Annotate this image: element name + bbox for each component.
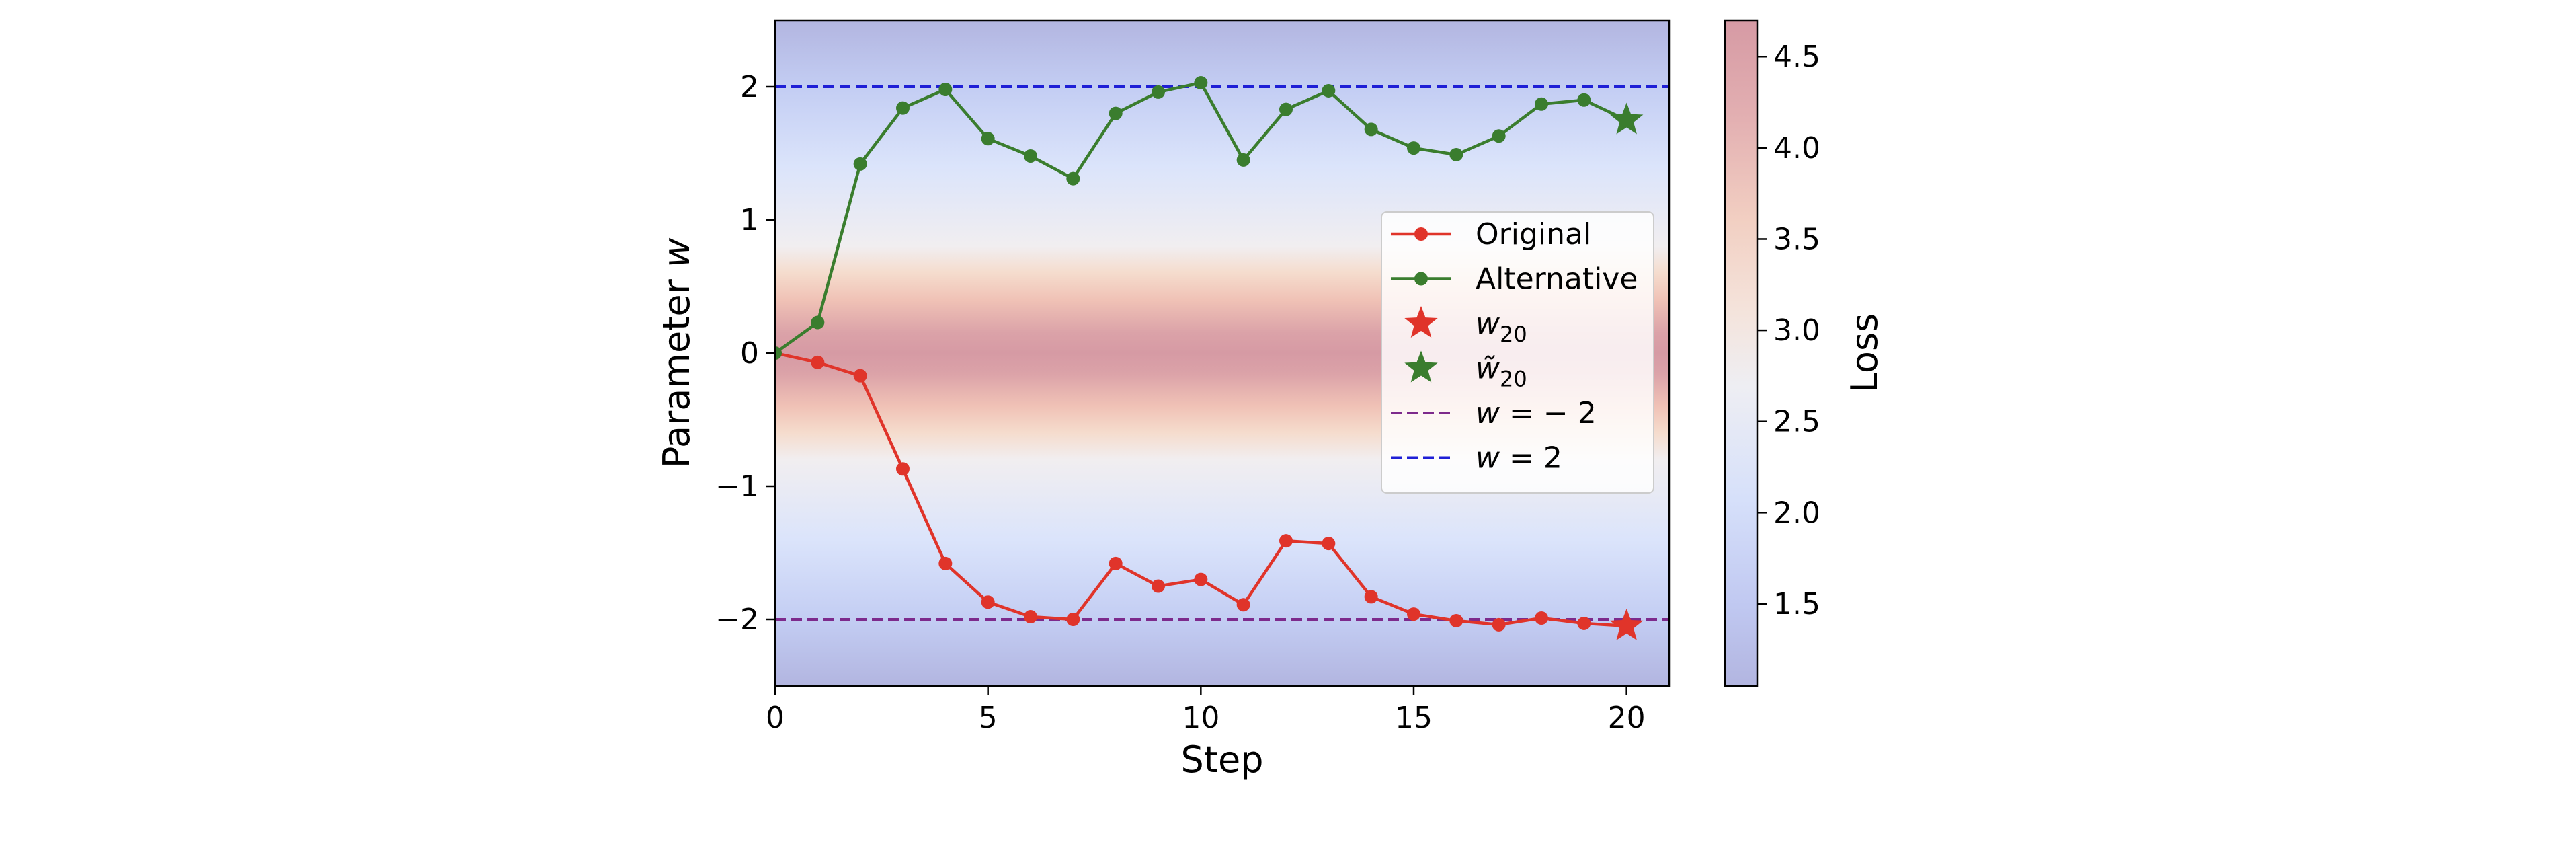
legend-entry: w̃20: [1404, 350, 1527, 392]
data-point-alternative: [1407, 141, 1420, 155]
data-point-alternative: [1152, 85, 1165, 99]
final-point-star-alternative: [1609, 102, 1644, 135]
data-point-original: [896, 462, 910, 476]
colorbar: 1.5 2.0 2.5 3.0 3.5 4.0 4.5 Loss: [1724, 19, 1886, 687]
y-axis-title: Parameter w: [655, 237, 698, 468]
data-point-original: [1279, 534, 1293, 548]
y-tick-label: −2: [715, 603, 759, 637]
x-tick-label: 0: [766, 701, 784, 735]
data-point-alternative: [775, 346, 782, 360]
y-tick-label: 1: [740, 203, 759, 237]
data-point-alternative: [1322, 83, 1336, 98]
legend-label: w20: [1476, 307, 1527, 347]
y-axis-title-text: Parameter: [655, 268, 698, 468]
data-point-alternative: [811, 315, 825, 330]
data-point-original: [1449, 613, 1463, 627]
series-line-original: [775, 351, 1584, 627]
legend-marker-handle: [1414, 272, 1428, 286]
legend-star-handle: [1404, 306, 1438, 338]
data-point-alternative: [1279, 102, 1293, 116]
data-point-original: [1364, 590, 1378, 604]
series-line-alternative: [775, 81, 1584, 354]
y-axis: −2 −1 0 1 2: [715, 70, 775, 637]
data-point-original: [853, 369, 867, 383]
data-point-alternative: [1109, 106, 1123, 120]
series-layer: [775, 76, 1591, 632]
data-point-original: [1066, 613, 1080, 626]
colorbar-tick-label: 2.5: [1773, 405, 1820, 439]
data-point-alternative: [1364, 122, 1378, 137]
legend-label: w̃20: [1476, 352, 1527, 392]
x-tick-label: 10: [1182, 701, 1219, 735]
data-point-alternative: [1024, 149, 1037, 163]
legend-marker-handle: [1414, 227, 1428, 241]
legend-entry: w = − 2: [1391, 396, 1597, 430]
legend-entry: Alternative: [1391, 262, 1638, 297]
data-point-alternative: [1066, 171, 1080, 186]
legend-entry: Original: [1391, 217, 1591, 252]
data-point-original: [1152, 579, 1165, 593]
y-tick-label: 2: [740, 70, 759, 104]
data-point-original: [1535, 611, 1548, 625]
data-point-original: [1024, 610, 1037, 624]
colorbar-title: Loss: [1843, 313, 1886, 393]
x-tick-label: 5: [979, 701, 998, 735]
legend-star-handle: [1404, 350, 1438, 383]
data-point-alternative: [1492, 129, 1506, 143]
legend-box: [1381, 211, 1654, 494]
y-tick-label: 0: [740, 336, 759, 371]
legend-label: w = 2: [1476, 441, 1562, 475]
legend-entry: w20: [1404, 306, 1527, 347]
colorbar-ticks: 1.5 2.0 2.5 3.0 3.5 4.0 4.5: [1757, 40, 1820, 621]
data-point-alternative: [896, 101, 910, 115]
legend-label: Original: [1476, 217, 1591, 252]
data-point-original: [1407, 607, 1420, 621]
data-point-original: [811, 355, 825, 369]
colorbar-tick-label: 4.0: [1773, 131, 1820, 165]
x-tick-label: 20: [1608, 701, 1646, 735]
data-point-original: [1492, 617, 1506, 632]
data-point-original: [1194, 572, 1208, 586]
y-tick-label: −1: [715, 469, 759, 504]
colorbar-gradient: [1724, 19, 1759, 687]
y-axis-title-symbol: w: [655, 237, 698, 268]
colorbar-tick-label: 4.5: [1773, 40, 1820, 74]
legend-entry: w = 2: [1391, 441, 1562, 475]
final-points: [1583, 98, 1644, 640]
x-tick-label: 15: [1395, 701, 1433, 735]
data-point-original: [1322, 537, 1336, 551]
data-point-alternative: [981, 132, 995, 146]
data-point-alternative: [1194, 76, 1208, 90]
data-point-original: [1109, 556, 1123, 570]
data-point-alternative: [1236, 153, 1250, 167]
data-point-original: [938, 556, 953, 570]
legend: Original Alternative w20 w̃20 w = − 2 w = 2: [1381, 211, 1654, 494]
legend-label: Alternative: [1476, 262, 1638, 297]
data-point-alternative: [1535, 97, 1548, 111]
colorbar-tick-label: 3.0: [1773, 313, 1820, 348]
data-point-original: [1236, 598, 1250, 612]
colorbar-tick-label: 2.0: [1773, 496, 1820, 530]
x-axis-title: Step: [1181, 738, 1264, 781]
legend-label: w = − 2: [1476, 396, 1597, 430]
final-point-star-original: [1609, 608, 1644, 640]
data-point-alternative: [938, 82, 953, 96]
colorbar-tick-label: 3.5: [1773, 222, 1820, 256]
colorbar-tick-label: 1.5: [1773, 587, 1820, 621]
x-axis: 0 5 10 15 20: [766, 686, 1646, 735]
data-point-alternative: [853, 157, 867, 171]
data-point-alternative: [1449, 147, 1463, 161]
data-point-original: [981, 595, 995, 609]
reference-lines: [775, 85, 1669, 621]
